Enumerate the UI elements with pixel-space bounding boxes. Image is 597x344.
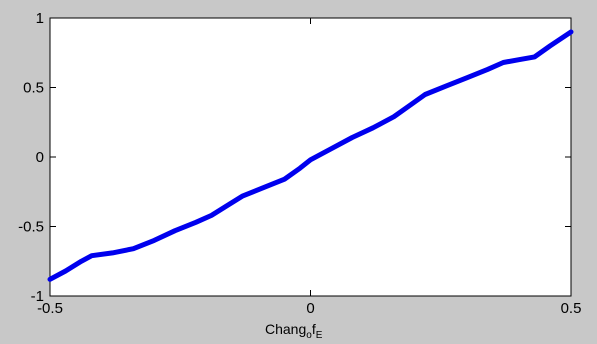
x-tick-label: -0.5 xyxy=(37,300,63,317)
x-tick-label: 0.5 xyxy=(561,300,582,317)
y-tick-label: 0.5 xyxy=(23,80,44,97)
y-tick-label: 0 xyxy=(36,149,44,166)
x-tick-label: 0 xyxy=(306,300,314,317)
x-axis-label: ChangofE xyxy=(265,321,323,341)
y-tick-label: -1 xyxy=(31,288,44,305)
axis-tick-labels: 10.50-0.5-1-0.5 0 0.5 xyxy=(18,10,581,317)
axis-ticks xyxy=(49,17,572,297)
y-tick-label: -0.5 xyxy=(18,219,44,236)
y-tick-label: 1 xyxy=(36,10,44,27)
series-line xyxy=(47,29,574,282)
